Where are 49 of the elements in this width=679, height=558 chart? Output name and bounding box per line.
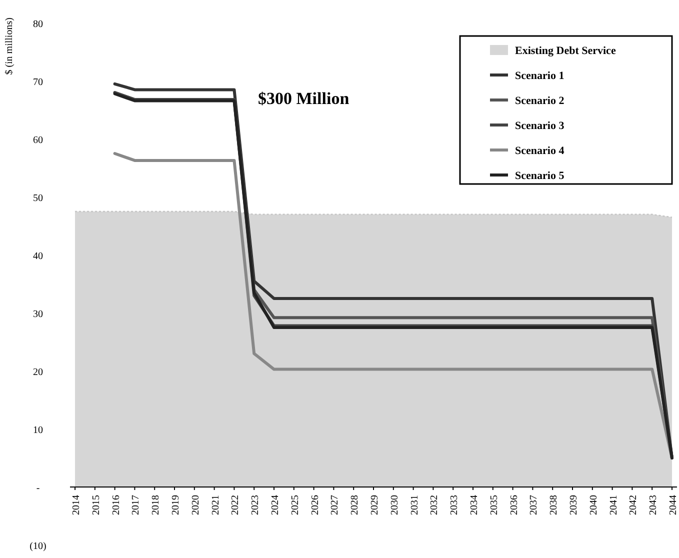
x-tick-label: 2044 (668, 495, 679, 515)
y-tick-label: 10 (33, 425, 43, 436)
x-tick-label: 2021 (210, 495, 222, 515)
x-tick-label: 2032 (429, 495, 440, 515)
y-axis-title: $ (in millions) (4, 18, 15, 75)
y-tick-label: 70 (33, 77, 43, 88)
y-tick-label: 50 (33, 193, 43, 204)
x-tick-label: 2042 (628, 495, 640, 515)
y-tick-label: 40 (33, 251, 43, 262)
x-tick-label: 2035 (488, 495, 500, 515)
x-tick-label: 2027 (330, 495, 341, 515)
x-tick-label: 2020 (190, 495, 202, 515)
x-tick-label: 2030 (389, 495, 400, 515)
x-tick-label: 2028 (350, 495, 361, 515)
x-tick-label: 2024 (270, 495, 281, 515)
x-tick-label: 2036 (508, 495, 520, 515)
x-tick-label: 2037 (528, 495, 540, 515)
y-tick-label: - (36, 483, 40, 494)
legend-label: Scenario 2 (515, 95, 565, 107)
x-tick-label: 2014 (71, 495, 82, 515)
legend-label: Scenario 3 (515, 120, 565, 132)
x-tick-label: 2043 (648, 495, 660, 515)
legend-label: Scenario 4 (515, 145, 565, 157)
annotation: $300 Million (258, 89, 350, 108)
x-tick-label: 2016 (110, 495, 122, 515)
x-tick-label: 2039 (568, 495, 580, 515)
x-tick-label: 2026 (310, 495, 321, 515)
x-tick-label: 2041 (608, 495, 620, 515)
x-tick-label: 2022 (230, 495, 242, 515)
x-tick-label: 2033 (449, 495, 460, 515)
x-tick-label: 2019 (170, 495, 182, 515)
legend-label: Scenario 5 (515, 170, 565, 182)
x-tick-label: 2018 (150, 495, 162, 515)
y-tick-label: 30 (33, 309, 43, 320)
legend-label: Scenario 1 (515, 70, 564, 82)
x-tick-label: 2023 (250, 495, 262, 515)
x-tick-label: 2040 (588, 495, 600, 515)
y-tick-label: (10) (30, 541, 46, 552)
x-tick-label: 2034 (469, 495, 480, 515)
y-tick-label: 60 (33, 135, 43, 146)
x-tick-label: 2015 (90, 495, 102, 515)
y-tick-label: 20 (33, 367, 43, 378)
x-tick-label: 2017 (130, 495, 142, 515)
legend-label: Existing Debt Service (515, 45, 616, 57)
y-tick-label: 80 (33, 19, 43, 30)
x-tick-label: 2031 (409, 495, 420, 515)
x-tick-label: 2025 (290, 495, 301, 515)
x-tick-label: 2038 (548, 495, 560, 515)
x-tick-label: 2029 (370, 495, 380, 515)
